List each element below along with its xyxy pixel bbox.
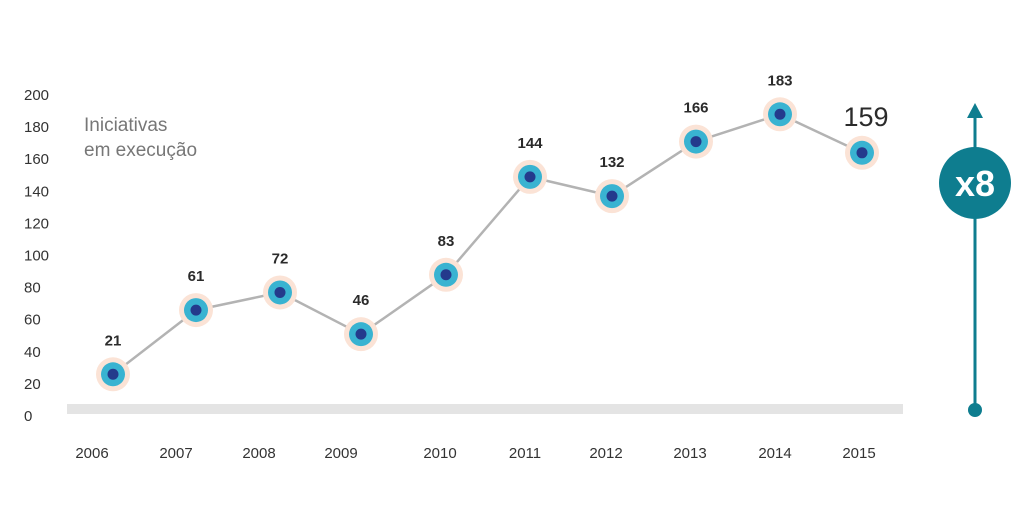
data-label: 72 bbox=[272, 250, 289, 267]
data-point bbox=[679, 124, 713, 159]
y-tick-label: 200 bbox=[24, 87, 49, 104]
arrow-base-dot bbox=[968, 403, 982, 417]
x-tick-label: 2013 bbox=[673, 445, 706, 462]
data-point-core bbox=[774, 108, 786, 120]
data-point-core bbox=[355, 328, 367, 340]
data-point-core bbox=[606, 190, 618, 202]
x-tick-label: 2008 bbox=[242, 445, 275, 462]
y-tick-label: 0 bbox=[24, 408, 32, 425]
x-tick-label: 2010 bbox=[423, 445, 456, 462]
data-point-core bbox=[440, 269, 452, 281]
data-label: 144 bbox=[517, 135, 543, 152]
y-tick-label: 160 bbox=[24, 151, 49, 168]
y-tick-label: 100 bbox=[24, 248, 49, 265]
y-tick-label: 60 bbox=[24, 312, 41, 329]
data-point-core bbox=[524, 171, 536, 183]
data-point bbox=[179, 293, 213, 328]
x-tick-label: 2006 bbox=[75, 445, 108, 462]
x-tick-label: 2015 bbox=[842, 445, 875, 462]
data-point bbox=[845, 135, 879, 170]
series-label-line-1: Iniciativas bbox=[84, 115, 167, 136]
data-label: 159 bbox=[843, 102, 888, 132]
y-tick-label: 120 bbox=[24, 215, 49, 232]
data-point bbox=[344, 317, 378, 352]
x-tick-label: 2014 bbox=[758, 445, 791, 462]
data-label: 46 bbox=[353, 292, 370, 309]
data-point-core bbox=[690, 136, 702, 148]
multiplier-label: x8 bbox=[955, 163, 995, 204]
data-point-core bbox=[274, 286, 286, 298]
multiplier-badge bbox=[939, 147, 1011, 219]
series-label-line-2: em execução bbox=[84, 140, 197, 161]
data-point bbox=[96, 357, 130, 392]
y-tick-label: 140 bbox=[24, 183, 49, 200]
data-point bbox=[513, 159, 547, 194]
series-line bbox=[112, 113, 863, 376]
x-tick-label: 2012 bbox=[589, 445, 622, 462]
data-label: 21 bbox=[105, 332, 122, 349]
y-tick-label: 40 bbox=[24, 344, 41, 361]
y-tick-label: 180 bbox=[24, 119, 49, 136]
x-axis-baseline bbox=[67, 404, 903, 414]
data-point-core bbox=[190, 304, 202, 316]
data-point bbox=[429, 257, 463, 292]
data-point-core bbox=[856, 147, 868, 159]
x-tick-label: 2011 bbox=[509, 445, 541, 462]
data-point-core bbox=[107, 368, 119, 380]
x-tick-label: 2009 bbox=[324, 445, 357, 462]
data-point bbox=[595, 179, 629, 214]
data-point bbox=[263, 275, 297, 310]
arrow-up-icon bbox=[967, 103, 983, 118]
y-tick-label: 80 bbox=[24, 280, 41, 297]
data-label: 183 bbox=[767, 72, 792, 89]
data-label: 61 bbox=[188, 268, 205, 285]
y-tick-label: 20 bbox=[24, 376, 41, 393]
data-label: 83 bbox=[438, 233, 455, 250]
data-label: 132 bbox=[599, 154, 624, 171]
data-point bbox=[763, 97, 797, 132]
data-label: 166 bbox=[683, 100, 708, 117]
x-tick-label: 2007 bbox=[159, 445, 192, 462]
